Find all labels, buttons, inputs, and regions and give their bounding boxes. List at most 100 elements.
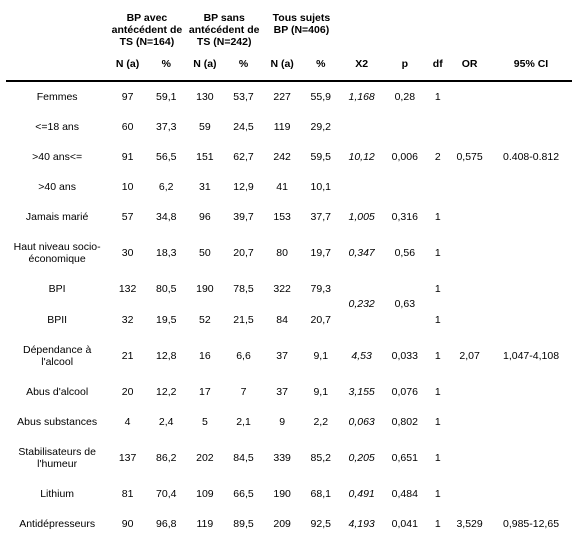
cell-p: 0,041 xyxy=(383,509,426,539)
stats-table: BP avec antécédent de TS (N=164) BP sans… xyxy=(6,8,572,539)
cell-n2: 119 xyxy=(186,509,225,539)
group-header-1: BP avec antécédent de TS (N=164) xyxy=(108,8,185,54)
cell-n3: 119 xyxy=(263,112,302,142)
cell-p1: 12,2 xyxy=(147,377,186,407)
cell-p1: 6,2 xyxy=(147,172,186,202)
cell-df: 1 xyxy=(426,202,449,232)
cell-p3: 68,1 xyxy=(301,479,340,509)
row-label: Jamais marié xyxy=(6,202,108,232)
cell-or xyxy=(449,407,490,437)
table-row: Jamais marié5734,89639,715337,71,0050,31… xyxy=(6,202,572,232)
cell-n3: 209 xyxy=(263,509,302,539)
row-label: <=18 ans xyxy=(6,112,108,142)
cell-n2: 17 xyxy=(186,377,225,407)
row-label: Antidépresseurs xyxy=(6,509,108,539)
cell-p2: 78,5 xyxy=(224,274,263,304)
table-container: BP avec antécédent de TS (N=164) BP sans… xyxy=(0,0,578,549)
cell-ci xyxy=(490,232,572,274)
cell-ci xyxy=(490,479,572,509)
cell-ci xyxy=(490,202,572,232)
cell-x2: 0,205 xyxy=(340,437,383,479)
cell-n1: 90 xyxy=(108,509,147,539)
cell-p2: 66,5 xyxy=(224,479,263,509)
cell-p2: 39,7 xyxy=(224,202,263,232)
cell-n1: 10 xyxy=(108,172,147,202)
table-row: Antidépresseurs9096,811989,520992,54,193… xyxy=(6,509,572,539)
col-x2: X2 xyxy=(340,54,383,81)
cell-or xyxy=(449,172,490,202)
cell-p3: 37,7 xyxy=(301,202,340,232)
cell-p1: 59,1 xyxy=(147,81,186,112)
cell-df: 1 xyxy=(426,274,449,304)
table-row: >40 ans<=9156,515162,724259,510,120,0062… xyxy=(6,142,572,172)
cell-p: 0,316 xyxy=(383,202,426,232)
cell-p1: 2,4 xyxy=(147,407,186,437)
cell-p3: 9,1 xyxy=(301,335,340,377)
table-row: Abus substances42,452,192,20,0630,8021 xyxy=(6,407,572,437)
group-header-3: Tous sujets BP (N=406) xyxy=(263,8,340,54)
cell-x2: 1,005 xyxy=(340,202,383,232)
cell-n2: 190 xyxy=(186,274,225,304)
cell-p xyxy=(383,112,426,142)
cell-ci xyxy=(490,81,572,112)
cell-p3: 9,1 xyxy=(301,377,340,407)
cell-p1: 56,5 xyxy=(147,142,186,172)
row-label: >40 ans<= xyxy=(6,142,108,172)
table-row: BPI13280,519078,532279,30,2320,631 xyxy=(6,274,572,304)
cell-n2: 50 xyxy=(186,232,225,274)
cell-df: 1 xyxy=(426,232,449,274)
group-header-2: BP sans antécédent de TS (N=242) xyxy=(186,8,263,54)
cell-or xyxy=(449,305,490,335)
cell-x2: 0,491 xyxy=(340,479,383,509)
cell-n2: 109 xyxy=(186,479,225,509)
table-body: Femmes9759,113053,722755,91,1680,281<=18… xyxy=(6,81,572,539)
cell-p2: 84,5 xyxy=(224,437,263,479)
cell-n2: 130 xyxy=(186,81,225,112)
cell-n1: 81 xyxy=(108,479,147,509)
cell-p2: 62,7 xyxy=(224,142,263,172)
cell-x2: 0,063 xyxy=(340,407,383,437)
cell-n3: 227 xyxy=(263,81,302,112)
cell-p2: 2,1 xyxy=(224,407,263,437)
cell-or: 3,529 xyxy=(449,509,490,539)
row-label: BPI xyxy=(6,274,108,304)
cell-n3: 190 xyxy=(263,479,302,509)
cell-x2: 0,347 xyxy=(340,232,383,274)
cell-n3: 41 xyxy=(263,172,302,202)
cell-n1: 32 xyxy=(108,305,147,335)
cell-p: 0,802 xyxy=(383,407,426,437)
cell-ci xyxy=(490,112,572,142)
cell-df: 1 xyxy=(426,81,449,112)
table-row: Lithium8170,410966,519068,10,4910,4841 xyxy=(6,479,572,509)
cell-p: 0,076 xyxy=(383,377,426,407)
cell-n3: 153 xyxy=(263,202,302,232)
cell-p: 0,006 xyxy=(383,142,426,172)
cell-x2 xyxy=(340,112,383,142)
cell-n1: 4 xyxy=(108,407,147,437)
cell-x2: 1,168 xyxy=(340,81,383,112)
cell-p xyxy=(383,172,426,202)
cell-n3: 37 xyxy=(263,335,302,377)
cell-p3: 92,5 xyxy=(301,509,340,539)
col-ci: 95% CI xyxy=(490,54,572,81)
cell-n2: 52 xyxy=(186,305,225,335)
cell-p3: 55,9 xyxy=(301,81,340,112)
cell-p1: 86,2 xyxy=(147,437,186,479)
row-label: Abus substances xyxy=(6,407,108,437)
cell-x2: 3,155 xyxy=(340,377,383,407)
cell-n1: 60 xyxy=(108,112,147,142)
cell-p2: 24,5 xyxy=(224,112,263,142)
cell-n3: 339 xyxy=(263,437,302,479)
cell-ci xyxy=(490,377,572,407)
cell-n1: 57 xyxy=(108,202,147,232)
cell-n2: 96 xyxy=(186,202,225,232)
cell-n2: 59 xyxy=(186,112,225,142)
table-head: BP avec antécédent de TS (N=164) BP sans… xyxy=(6,8,572,81)
cell-p1: 34,8 xyxy=(147,202,186,232)
table-row: BPII3219,55221,58420,71 xyxy=(6,305,572,335)
cell-p1: 12,8 xyxy=(147,335,186,377)
cell-n2: 16 xyxy=(186,335,225,377)
col-p3: % xyxy=(301,54,340,81)
table-row: >40 ans106,23112,94110,1 xyxy=(6,172,572,202)
cell-df: 1 xyxy=(426,377,449,407)
